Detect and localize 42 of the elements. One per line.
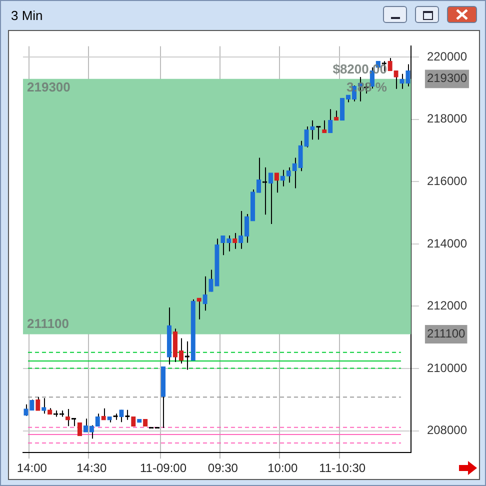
candlestick [304, 126, 309, 148]
x-tick-label: 14:00 [16, 461, 48, 476]
y-tick-label: 210000 [426, 360, 468, 375]
annotation: 219300 [27, 79, 70, 94]
chart-title: 3 Min [11, 8, 43, 23]
candlestick [280, 169, 285, 187]
candlestick [24, 404, 28, 416]
candlestick [298, 140, 303, 172]
candlestick [292, 157, 297, 189]
candlestick [220, 235, 226, 256]
candlestick [286, 166, 291, 184]
candlestick [400, 73, 404, 90]
candlestick [119, 409, 124, 423]
candlestick [310, 120, 315, 140]
candlestick [131, 416, 136, 426]
y-tick-label: 219300 [426, 71, 468, 86]
x-tick-label: 11-09:00 [140, 461, 187, 476]
candlestick [388, 58, 392, 72]
annotation: 211100 [27, 316, 69, 331]
candlestick [77, 422, 82, 436]
candlestick [274, 172, 279, 194]
candlestick [42, 398, 46, 414]
y-tick-label: 220000 [426, 49, 468, 64]
x-tick-label: 14:30 [76, 461, 107, 476]
candlestick [202, 276, 208, 312]
candlestick [95, 413, 100, 427]
candlestick [208, 269, 214, 292]
y-tick-label: 216000 [426, 174, 468, 188]
candlestick [101, 408, 106, 420]
candlestick [394, 70, 398, 90]
y-tick-label: 214000 [426, 236, 468, 250]
x-tick-label: 09:30 [208, 461, 238, 476]
candlestick [328, 108, 333, 134]
candlestick [36, 396, 40, 412]
y-tick-label: 211100 [426, 326, 466, 341]
x-tick-label: 11-10:30 [319, 461, 366, 476]
y-tick-label: 212000 [426, 298, 468, 313]
y-tick-label: 208000 [426, 423, 468, 438]
candlestick [184, 340, 190, 370]
candlestick [196, 298, 202, 320]
y-tick-label: 218000 [426, 112, 468, 126]
x-tick-label: 10:00 [268, 461, 298, 476]
